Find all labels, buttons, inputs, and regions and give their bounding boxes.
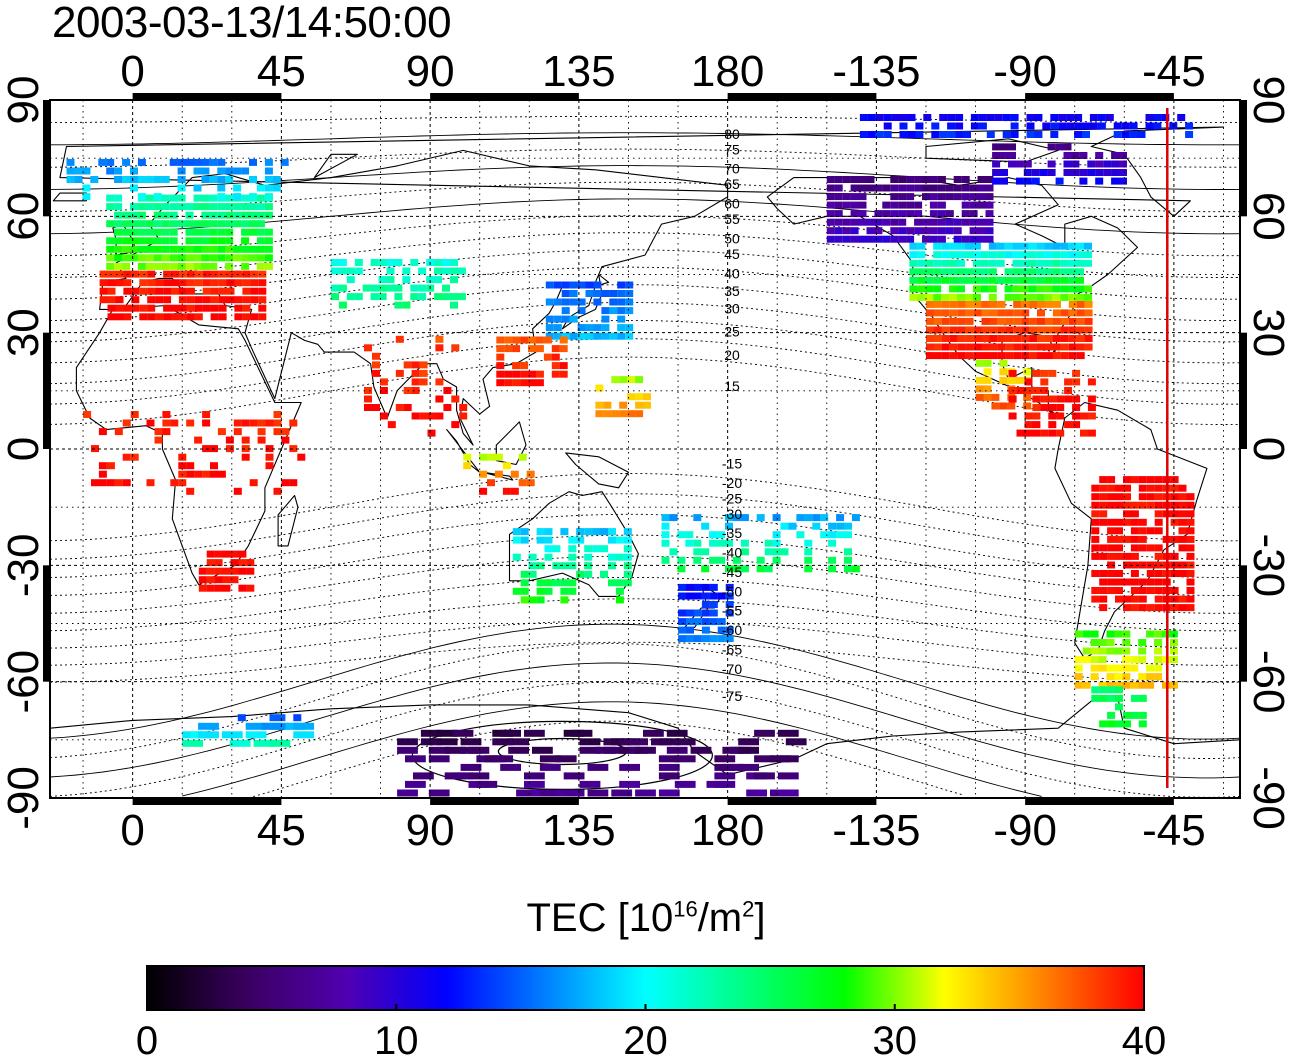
contour-label: -45 — [722, 564, 742, 580]
right-lat-tick: 90 — [1244, 76, 1292, 125]
left-lat-tick: -90 — [0, 766, 48, 830]
colorbar-tick: 0 — [136, 1019, 158, 1057]
map-grid — [50, 100, 1240, 798]
top-lon-tick: 45 — [257, 47, 306, 96]
map-frame — [43, 93, 1247, 805]
bottom-lon-tick: 45 — [257, 806, 306, 855]
contour-label: 40 — [724, 265, 740, 281]
right-lat-tick: -60 — [1244, 650, 1292, 714]
bottom-lon-tick: -90 — [993, 806, 1057, 855]
right-lat-tick: 60 — [1244, 192, 1292, 241]
top-lon-tick: -45 — [1142, 47, 1206, 96]
left-lat-tick: -60 — [0, 650, 48, 714]
right-lat-tick: -30 — [1244, 534, 1292, 598]
left-lat-tick: 30 — [0, 308, 48, 357]
top-lon-tick: 135 — [542, 47, 615, 96]
bottom-lon-tick: 180 — [691, 806, 764, 855]
bottom-lon-tick: 135 — [542, 806, 615, 855]
top-lon-tick: 180 — [691, 47, 764, 96]
contour-label: 50 — [724, 231, 740, 247]
colorbar-tick: 30 — [873, 1019, 918, 1057]
top-lon-tick: 0 — [120, 47, 144, 96]
bottom-lon-tick: 90 — [406, 806, 455, 855]
left-lat-tick: 90 — [0, 76, 48, 125]
top-lon-tick: -90 — [993, 47, 1057, 96]
contour-label: -35 — [722, 525, 742, 541]
contour-label: 75 — [724, 141, 740, 157]
contour-label: -50 — [722, 583, 742, 599]
contour-label: -55 — [722, 603, 742, 619]
contour-label: -15 — [722, 455, 742, 471]
contour-label: 25 — [724, 324, 740, 340]
bottom-lon-tick: 0 — [120, 806, 144, 855]
colorbar-tick: 10 — [374, 1019, 419, 1057]
contour-label: 15 — [724, 378, 740, 394]
bottom-lon-tick: -45 — [1142, 806, 1206, 855]
right-lat-tick: -90 — [1244, 766, 1292, 830]
colorbar-gradient — [146, 965, 1145, 1011]
contour-label: -40 — [722, 545, 742, 561]
tec-data-cells — [66, 114, 1195, 797]
top-lon-tick: -135 — [832, 47, 920, 96]
contour-label: -65 — [722, 642, 742, 658]
contour-label: 60 — [724, 196, 740, 212]
colorbar-tick: 20 — [623, 1019, 668, 1057]
contour-label: 30 — [724, 300, 740, 316]
contour-label: 55 — [724, 211, 740, 227]
contour-label: -60 — [722, 622, 742, 638]
contour-label: -20 — [722, 475, 742, 491]
left-lat-tick: -30 — [0, 534, 48, 598]
contour-label: 45 — [724, 246, 740, 262]
contour-label: 70 — [724, 161, 740, 177]
colorbar-tick: 40 — [1122, 1019, 1167, 1057]
contour-label: -70 — [722, 661, 742, 677]
colorbar-title: TEC [1016/m2] — [526, 896, 766, 940]
colorbar: 0 10 20 30 40 — [136, 965, 1167, 1057]
map-axes: 0 45 90 135 180 -135 -90 -450 45 90 135 180 -135 -90-… — [0, 47, 1292, 855]
right-lat-tick: 30 — [1244, 308, 1292, 357]
right-lat-tick: 0 — [1244, 437, 1292, 461]
left-lat-tick: 60 — [0, 192, 48, 241]
contour-label: -25 — [722, 490, 742, 506]
contour-label: 20 — [724, 347, 740, 363]
contour-label: 65 — [724, 176, 740, 192]
bottom-lon-tick: -135 — [832, 806, 920, 855]
contour-label: 35 — [724, 283, 740, 299]
continent-outlines — [50, 126, 1240, 798]
left-lat-tick: 0 — [0, 437, 48, 461]
top-lon-tick: 90 — [406, 47, 455, 96]
contour-label: 80 — [724, 126, 740, 142]
contour-label: -75 — [722, 688, 742, 704]
map-title: 2003-03-13/14:50:00 — [52, 0, 452, 47]
contour-label: -30 — [722, 506, 742, 522]
